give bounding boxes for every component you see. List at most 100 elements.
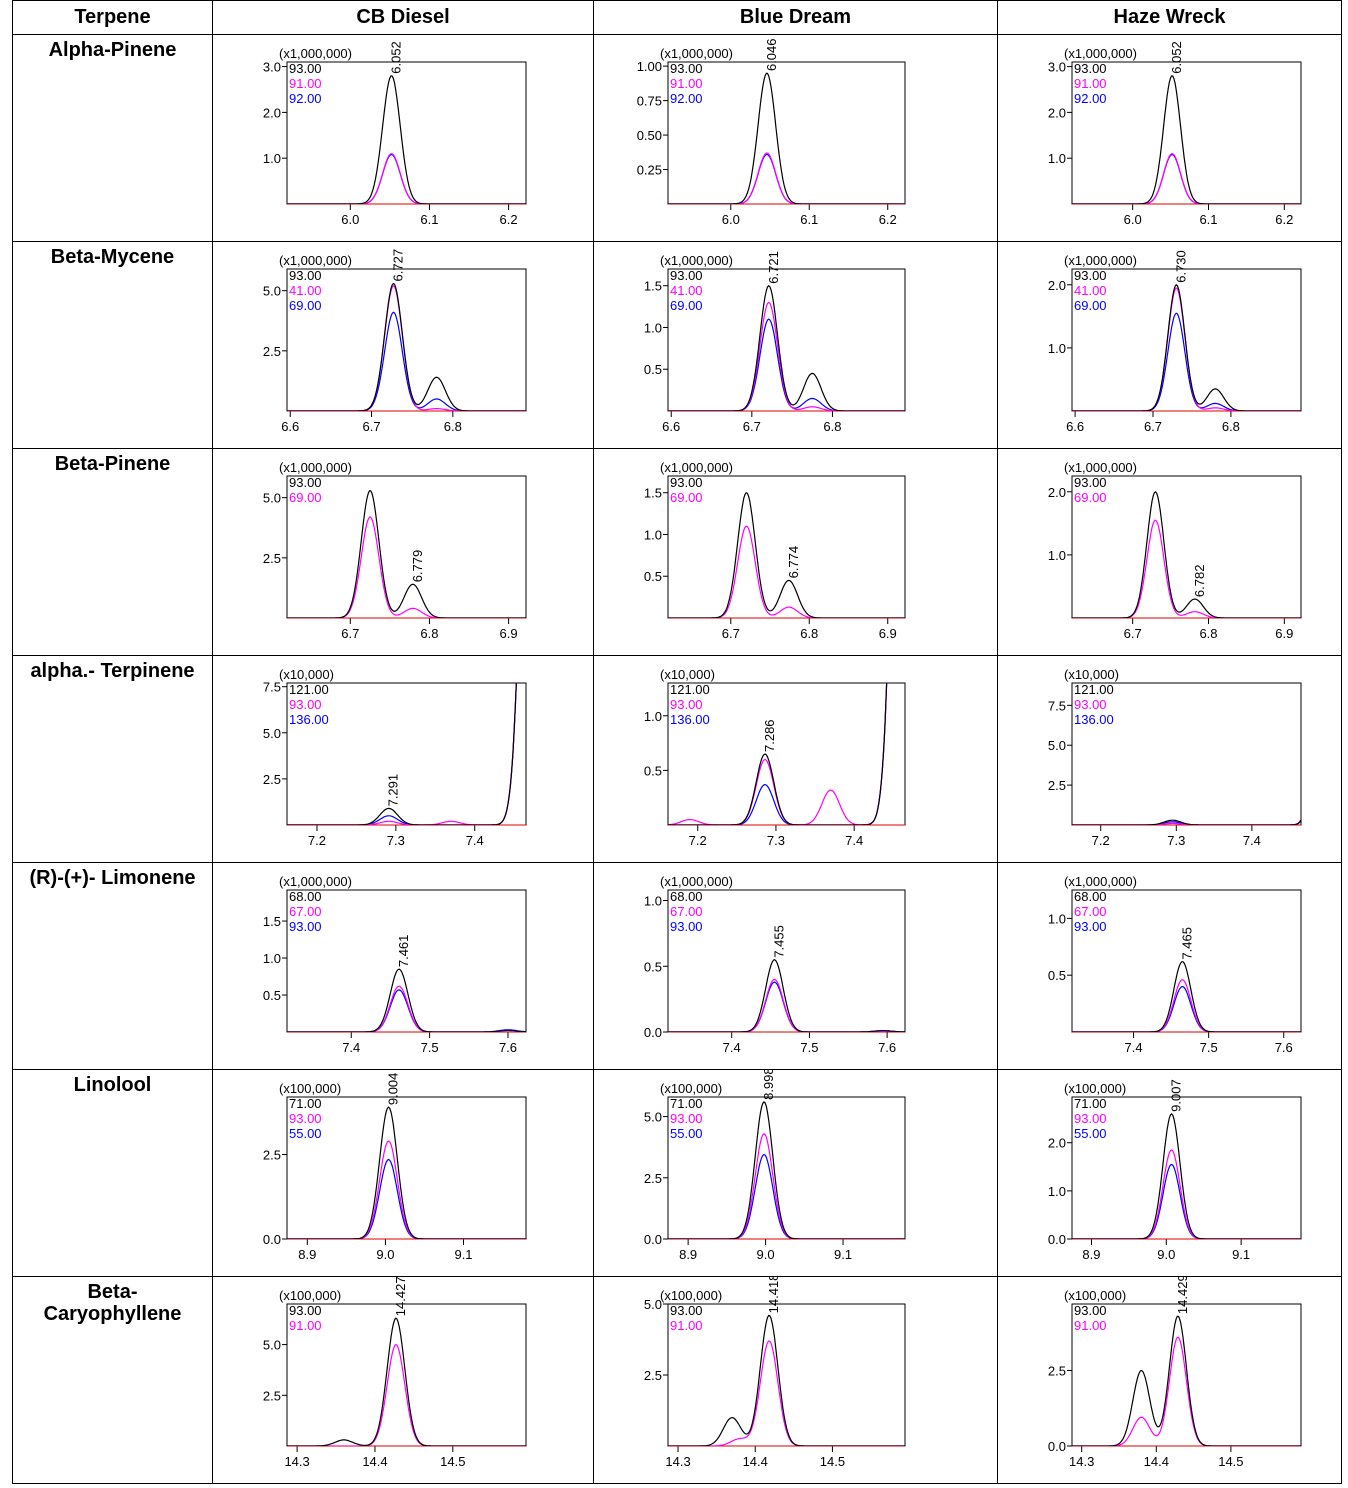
peak-label: 9.004	[386, 1073, 401, 1106]
trace	[1072, 961, 1301, 1032]
ion-label: 93.00	[1074, 697, 1107, 712]
y-tick-label: 1.0	[644, 527, 662, 542]
y-tick-label: 0.5	[644, 569, 662, 584]
trace	[287, 683, 517, 825]
chromatogram: (x10,000) 2.5 5.0 7.5 7.2 7.3 7.4 121.0093.0013…	[1048, 667, 1302, 848]
y-tick-label: 5.0	[263, 491, 281, 506]
y-tick-label: 1.0	[1048, 151, 1066, 166]
trace	[668, 959, 905, 1032]
trace	[287, 989, 526, 1032]
ion-label: 136.00	[1074, 712, 1114, 727]
peak-label: 14.429	[1175, 1277, 1190, 1314]
trace	[287, 683, 517, 825]
trace	[1072, 1315, 1301, 1446]
peak-label: 7.461	[396, 935, 411, 968]
plot-frame	[286, 682, 527, 826]
chromatogram: (x1,000,000) 0.5 1.0 1.5 7.4 7.5 7.6 68.0067.00…	[263, 874, 527, 1055]
x-tick-label: 6.9	[500, 626, 518, 641]
traces	[1072, 819, 1301, 825]
chart-cell: (x1,000,000) 0.25 0.50 0.75 1.00 6.0 6.1 6.2 93.…	[594, 35, 997, 241]
traces	[287, 490, 526, 618]
ion-label: 93.00	[670, 697, 703, 712]
x-tick-label: 6.7	[341, 626, 359, 641]
trace	[1072, 819, 1301, 825]
y-tick-label: 0.50	[637, 128, 662, 143]
chart-cell: (x1,000,000) 0.5 1.0 1.5 7.4 7.5 7.6 68.00 67.00…	[213, 863, 593, 1069]
chromatogram: (x1,000,000) 2.5 5.0 6.6 6.7 6.8 93.0041.0069.…	[263, 249, 527, 434]
y-tick-label: 1.0	[644, 709, 662, 724]
y-tick-label: 0.5	[644, 763, 662, 778]
chart-cell: (x10,000) 0.5 1.0 7.2 7.3 7.4 121.00 93.00 136.0…	[594, 656, 997, 862]
x-tick-label: 7.5	[421, 1040, 439, 1055]
scale-label: (x100,000)	[279, 1288, 341, 1303]
chart-cell: (x100,000) 2.5 5.0 14.3 14.4 14.5 93.00 91.00 14…	[213, 1277, 593, 1483]
ion-label: 93.00	[289, 268, 322, 283]
x-tick-label: 9.1	[454, 1247, 472, 1262]
trace	[668, 492, 905, 618]
x-tick-label: 6.7	[722, 626, 740, 641]
plot-frame	[286, 1096, 527, 1240]
ion-label: 41.00	[670, 283, 703, 298]
peak-label: 8.998	[761, 1070, 776, 1100]
column-header: Haze Wreck	[998, 1, 1341, 34]
ion-label: 93.00	[289, 1303, 322, 1318]
y-tick-label: 2.0	[1048, 1136, 1066, 1151]
y-tick-label: 5.0	[644, 1297, 662, 1312]
ion-label: 55.00	[289, 1126, 322, 1141]
y-tick-label: 2.5	[1048, 1363, 1066, 1378]
x-tick-label: 6.6	[1066, 419, 1084, 434]
peak-label: 9.007	[1169, 1079, 1184, 1112]
x-tick-label: 6.2	[879, 212, 897, 227]
x-tick-label: 6.8	[1199, 626, 1217, 641]
chromatogram: (x1,000,000) 0.0 0.5 1.0 7.4 7.5 7.6 68.0067.00…	[644, 874, 906, 1055]
x-tick-label: 6.0	[341, 212, 359, 227]
x-tick-label: 7.2	[1092, 833, 1110, 848]
x-tick-label: 7.2	[308, 833, 326, 848]
trace	[668, 72, 905, 204]
x-tick-label: 7.4	[466, 833, 484, 848]
ion-label: 93.00	[670, 475, 703, 490]
y-tick-label: 0.0	[1048, 1232, 1066, 1247]
x-tick-label: 14.5	[1218, 1454, 1243, 1469]
scale-label: (x1,000,000)	[660, 253, 733, 268]
scale-label: (x10,000)	[279, 667, 334, 682]
peak-label: 6.779	[410, 550, 425, 583]
x-tick-label: 6.1	[800, 212, 818, 227]
trace	[668, 683, 888, 825]
row-name: alpha.- Terpinene	[13, 656, 212, 862]
trace	[1072, 283, 1301, 411]
x-tick-label: 6.0	[722, 212, 740, 227]
scale-label: (x1,000,000)	[279, 253, 352, 268]
trace	[287, 285, 526, 411]
x-tick-label: 14.3	[665, 1454, 690, 1469]
x-tick-label: 14.3	[1069, 1454, 1094, 1469]
ion-label: 93.00	[289, 61, 322, 76]
traces	[1072, 1315, 1301, 1446]
traces	[1072, 283, 1301, 411]
ion-label: 71.00	[289, 1096, 322, 1111]
x-tick-label: 9.0	[757, 1247, 775, 1262]
trace	[668, 1101, 905, 1239]
y-tick-label: 0.5	[644, 959, 662, 974]
row-name: Beta-Pinene	[13, 449, 212, 655]
trace	[668, 1132, 905, 1239]
trace	[668, 1340, 905, 1446]
chromatogram: (x1,000,000) 0.25 0.50 0.75 1.00 6.0 6.1 6.2 93.…	[637, 38, 906, 227]
scale-label: (x1,000,000)	[660, 46, 733, 61]
traces	[668, 683, 888, 825]
plot-frame	[286, 268, 527, 412]
scale-label: (x1,000,000)	[660, 874, 733, 889]
trace	[287, 1106, 526, 1239]
trace	[287, 282, 526, 411]
traces	[287, 1106, 526, 1239]
chromatogram: (x1,000,000) 1.0 2.0 6.6 6.7 6.8 93.0041.0069.…	[1048, 250, 1302, 434]
y-tick-label: 2.0	[1048, 485, 1066, 500]
y-tick-label: 2.5	[644, 1171, 662, 1186]
ion-label: 91.00	[289, 1318, 322, 1333]
scale-label: (x10,000)	[660, 667, 715, 682]
ion-label: 93.00	[289, 697, 322, 712]
x-tick-label: 9.0	[376, 1247, 394, 1262]
